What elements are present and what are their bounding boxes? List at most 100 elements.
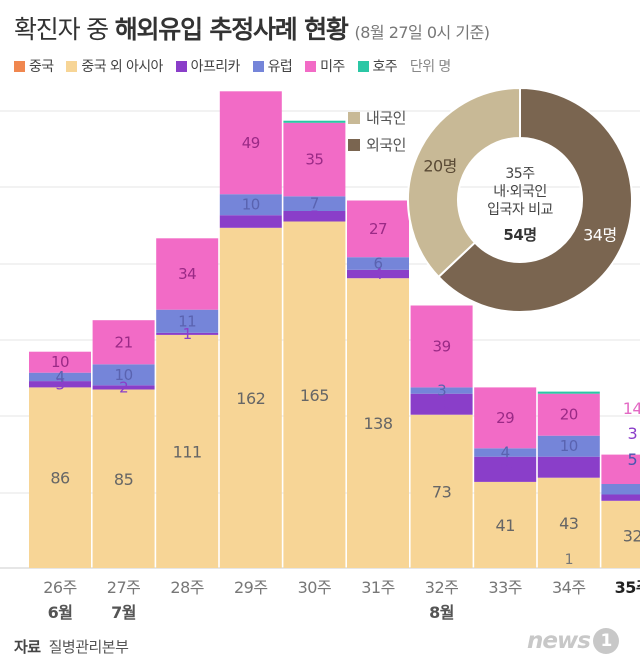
bar-33주-중국 외 아시아 <box>474 481 537 568</box>
value-label-34-small: 1 <box>565 552 573 568</box>
value-label-35-europe: 5 <box>628 450 638 469</box>
value-label-35-asia: 32 <box>623 526 640 545</box>
bar-30주-미주 <box>283 122 346 197</box>
bar-29주-중국 외 아시아 <box>219 227 282 569</box>
x-tick-35주: 35주 <box>615 578 640 597</box>
value-label-34주-아프리카: 10 <box>560 458 578 476</box>
value-label-32주-유럽: 3 <box>437 382 446 400</box>
value-label-29주-아프리카: 6 <box>246 213 255 231</box>
legend-item-australia: 호주 <box>357 56 398 76</box>
bar-33주-아프리카 <box>474 456 537 482</box>
bar-27주-중국 외 아시아 <box>92 389 155 568</box>
donut-legend-swatch-내국인 <box>348 112 360 124</box>
donut-slice-내국인 <box>407 86 521 279</box>
bar-26주-중국 외 아시아 <box>29 387 91 568</box>
value-label-28주-미주: 34 <box>178 265 196 283</box>
bar-35주-중국 외 아시아 <box>601 500 640 568</box>
bar-26주-유럽 <box>29 372 91 382</box>
x-tick-33주: 33주 <box>488 578 522 597</box>
donut-label-내국인: 20명 <box>423 157 457 176</box>
value-label-35-africa: 3 <box>628 424 638 443</box>
logo-text: news <box>527 628 591 654</box>
value-label-31주-유럽: 6 <box>373 255 382 273</box>
bar-27주-유럽 <box>92 364 155 386</box>
bar-28주-아프리카 <box>156 332 219 335</box>
bar-31주-유럽 <box>347 257 409 270</box>
value-label-33주-중국 외 아시아: 41 <box>496 516 515 535</box>
value-label-31주-중국 외 아시아: 138 <box>363 414 392 433</box>
bar-35주-아프리카 <box>601 494 640 501</box>
logo-number: 1 <box>592 628 619 654</box>
bar-27주-아프리카 <box>92 385 155 390</box>
legend-swatch-europe <box>252 61 264 72</box>
legend-label-china: 중국 <box>29 59 54 75</box>
x-tick-29주: 29주 <box>234 578 268 597</box>
legend-swatch-america <box>305 61 317 72</box>
value-label-27주-중국 외 아시아: 85 <box>114 470 133 489</box>
donut-center-line-2: 입국자 비교 <box>487 202 553 218</box>
donut-legend-label-내국인: 내국인 <box>366 109 406 127</box>
bar-28주-유럽 <box>156 309 219 333</box>
value-label-26주-아프리카: 3 <box>55 375 64 393</box>
value-label-26주-유럽: 4 <box>55 368 64 386</box>
legend-item-europe: 유럽 <box>252 56 293 76</box>
x-tick-28주: 28주 <box>170 578 204 597</box>
bar-31주-아프리카 <box>347 269 409 279</box>
bar-29주-유럽 <box>219 194 282 216</box>
value-label-27주-미주: 21 <box>115 333 133 351</box>
donut-center-line-0: 35주 <box>505 166 535 182</box>
donut-center-line-1: 내·외국인 <box>493 184 546 200</box>
page-title: 확진자 중 해외유입 추정사례 현황 (8월 27일 0시 기준) <box>14 10 490 46</box>
bar-34주-아프리카 <box>537 456 600 478</box>
legend-item-asia: 중국 외 아시아 <box>66 56 163 76</box>
value-label-30주-중국 외 아시아: 165 <box>300 386 329 405</box>
value-label-31주-아프리카: 4 <box>373 265 382 283</box>
source-text: 질병관리본부 <box>48 638 129 656</box>
donut-legend-label-외국인: 외국인 <box>366 136 406 154</box>
x-tick-34주: 34주 <box>552 578 586 597</box>
value-label-32주-미주: 39 <box>433 337 451 355</box>
bar-34주-호주 <box>537 391 600 394</box>
legend-item-china: 중국 <box>14 56 54 76</box>
value-label-29주-중국 외 아시아: 162 <box>236 389 265 408</box>
value-label-30주-아프리카: 5 <box>310 207 319 225</box>
bar-34주-유럽 <box>537 435 600 457</box>
value-label-34주-미주: 20 <box>560 406 578 424</box>
chart-legend: 중국 중국 외 아시아 아프리카 유럽 미주 호주 단위 명 <box>14 56 451 76</box>
value-label-28주-유럽: 11 <box>178 312 196 330</box>
value-label-34주-유럽: 10 <box>560 437 578 455</box>
bar-28주-중국 외 아시아 <box>156 334 219 568</box>
bar-28주-미주 <box>156 238 219 310</box>
month-label-7월: 7월 <box>111 603 136 622</box>
title-light: 확진자 중 <box>14 15 109 44</box>
value-label-31주-미주: 27 <box>369 220 387 238</box>
x-tick-31주: 31주 <box>361 578 395 597</box>
legend-label-europe: 유럽 <box>267 59 293 75</box>
value-label-32주-중국 외 아시아: 73 <box>432 482 451 501</box>
bar-26주-아프리카 <box>29 381 91 388</box>
value-label-29주-유럽: 10 <box>242 196 260 214</box>
bar-33주-미주 <box>474 387 537 449</box>
value-label-29주-미주: 49 <box>242 134 260 152</box>
legend-swatch-asia <box>66 61 78 72</box>
value-label-26주-중국 외 아시아: 86 <box>50 469 70 488</box>
bar-30주-중국 외 아시아 <box>283 221 346 568</box>
value-label-30주-미주: 35 <box>305 151 323 169</box>
value-label-33주-유럽: 4 <box>501 444 510 462</box>
title-bold: 해외유입 추정사례 현황 <box>114 15 349 44</box>
bar-26주-미주 <box>29 351 91 373</box>
legend-swatch-australia <box>357 61 369 72</box>
bar-30주-아프리카 <box>283 211 346 222</box>
bar-31주-미주 <box>347 200 409 258</box>
donut-slice-외국인 <box>437 86 633 313</box>
source-note: 자료 질병관리본부 <box>14 636 129 657</box>
legend-label-africa: 아프리카 <box>190 59 241 75</box>
bar-34주-미주 <box>537 393 600 436</box>
value-label-27주-유럽: 10 <box>115 366 133 384</box>
bar-30주-유럽 <box>283 196 346 211</box>
bar-32주-아프리카 <box>410 393 473 415</box>
legend-label-america: 미주 <box>320 59 345 75</box>
bar-29주-미주 <box>219 91 282 195</box>
value-label-28주-아프리카: 1 <box>183 325 192 343</box>
